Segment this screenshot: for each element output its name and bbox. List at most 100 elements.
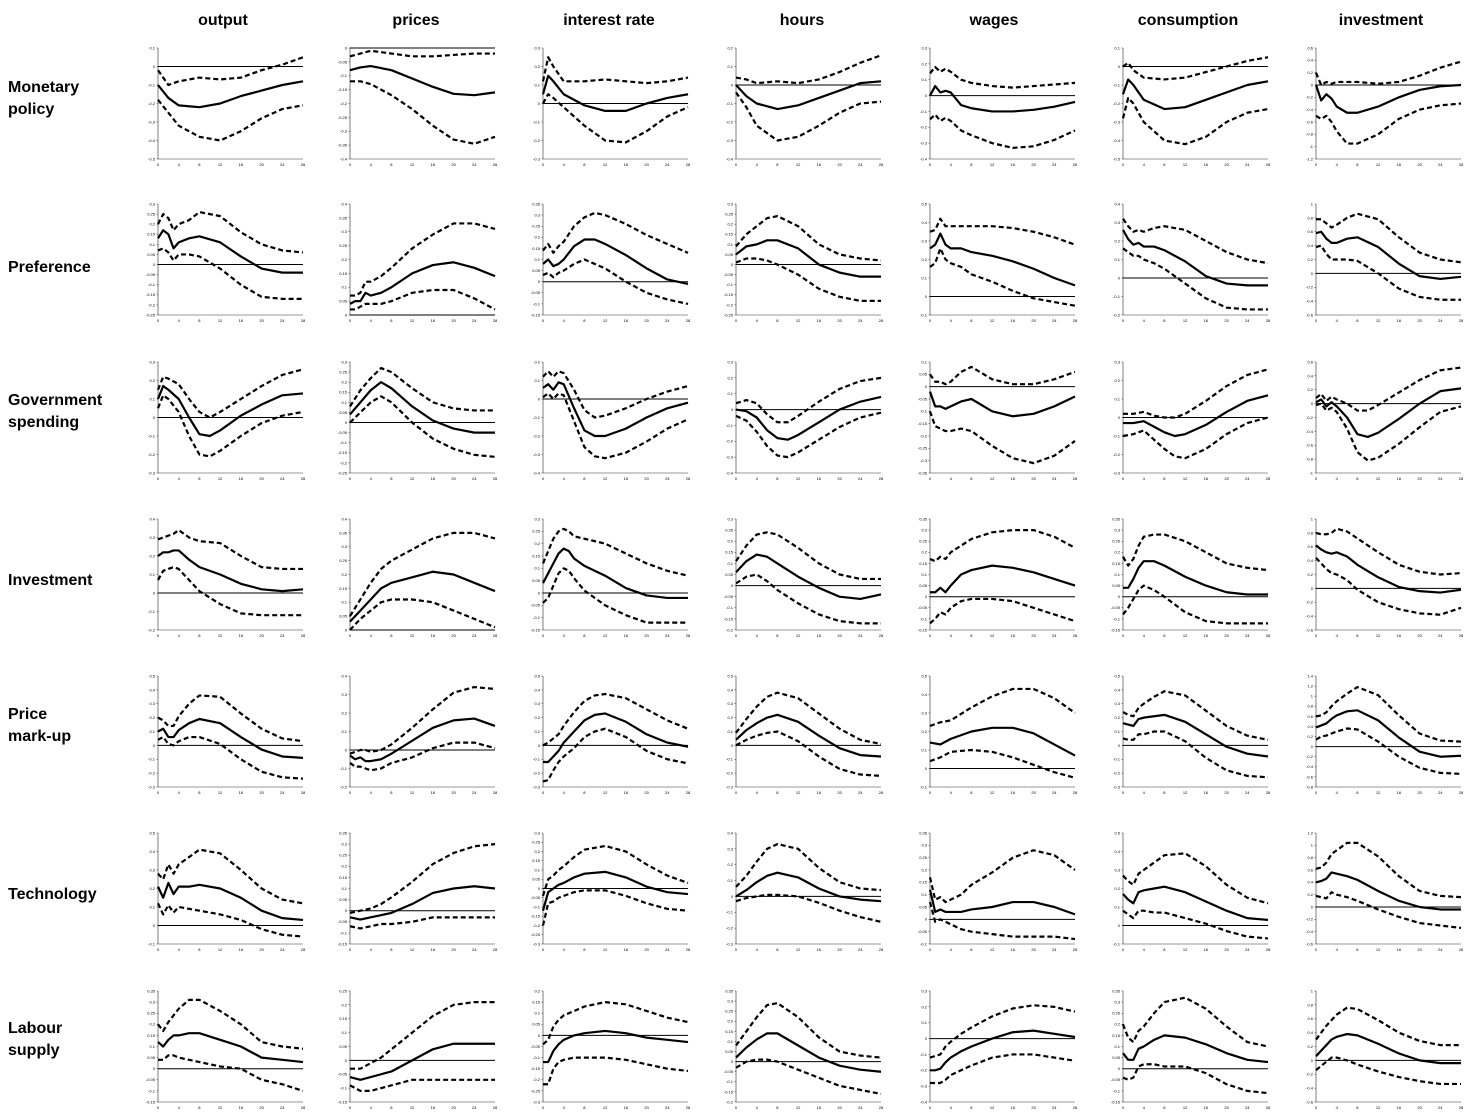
panel-investment-prices: 0.4 0.35 0.3 0.25 0.2 0.15 0.1 0.05 00 4 8 12 16 20 24… bbox=[339, 516, 498, 638]
x-tick-label: 0 bbox=[157, 476, 160, 481]
x-tick-label: 24 bbox=[858, 162, 863, 167]
confidence-band-line bbox=[735, 531, 881, 581]
row-label: Monetary policy bbox=[8, 79, 79, 118]
x-tick-label: 12 bbox=[796, 790, 801, 795]
panel-price-mark-up-hours: 0.50.40.30.20.10-0.1-0.2-0.30 4 8 12 16 20 24 2… bbox=[726, 673, 884, 795]
x-tick-label: 0 bbox=[1315, 318, 1318, 323]
y-tick-label: -0.1 bbox=[726, 282, 734, 287]
y-tick-label: -0.25 bbox=[338, 115, 348, 120]
y-tick-label: -0.2 bbox=[1306, 600, 1314, 605]
x-tick-label: 4 bbox=[756, 790, 759, 795]
y-tick-label: 0 bbox=[925, 93, 928, 98]
x-tick-label: 0 bbox=[349, 1105, 352, 1110]
y-tick-label: 0.3 bbox=[149, 359, 155, 364]
y-tick-label: -0.5 bbox=[148, 156, 156, 161]
x-tick-label: 12 bbox=[218, 790, 223, 795]
panel-price-mark-up-interest-rate: 0.50.40.30.20.10-0.1-0.2-0.30 4 8 12 16 20 24 2… bbox=[533, 673, 691, 795]
confidence-band-line bbox=[735, 1002, 882, 1059]
y-tick-label: 0.4 bbox=[1307, 558, 1313, 563]
confidence-band-line bbox=[157, 56, 304, 87]
y-tick-label: -0.4 bbox=[340, 156, 348, 161]
x-tick-label: 20 bbox=[1417, 476, 1422, 481]
column-header: wages bbox=[969, 12, 1019, 29]
x-tick-label: 28 bbox=[879, 790, 884, 795]
x-tick-label: 28 bbox=[493, 318, 498, 323]
row-label-line: mark-up bbox=[8, 728, 71, 745]
y-tick-label: 0.2 bbox=[727, 45, 733, 50]
y-tick-label: 0.15 bbox=[725, 550, 734, 555]
x-tick-label: 0 bbox=[542, 790, 545, 795]
panel-price-mark-up-prices: 0.40.30.20.10-0.1-0.20 4 8 12 16 20 24 28 bbox=[340, 673, 498, 795]
y-tick-label: 0.3 bbox=[341, 229, 347, 234]
y-tick-label: 0.15 bbox=[339, 586, 348, 591]
y-tick-label: -0.4 bbox=[726, 470, 734, 475]
y-tick-label: -0.2 bbox=[920, 1068, 928, 1073]
y-tick-label: -0.05 bbox=[338, 919, 348, 924]
median-response-line bbox=[1315, 544, 1462, 594]
panel-preference-output: 0.3 0.25 0.2 0.15 0.1 0.05 0 -0.05 -0.1 -0.15 -0.2… bbox=[146, 201, 306, 323]
x-tick-label: 24 bbox=[1438, 1105, 1443, 1110]
x-tick-label: 20 bbox=[1031, 947, 1036, 952]
x-tick-label: 24 bbox=[665, 1105, 670, 1110]
y-tick-label: -0.3 bbox=[533, 1099, 541, 1104]
confidence-band-line bbox=[349, 1078, 495, 1093]
x-tick-label: 28 bbox=[493, 476, 498, 481]
x-tick-label: 16 bbox=[239, 476, 244, 481]
x-tick-label: 16 bbox=[624, 633, 629, 638]
x-tick-label: 24 bbox=[280, 476, 285, 481]
y-tick-label: 0.35 bbox=[1112, 516, 1121, 521]
median-response-line bbox=[541, 870, 689, 911]
panel-labour-supply-hours: 0.35 0.3 0.25 0.2 0.15 0.1 0.05 0 -0.05 -0.1 -0.15… bbox=[724, 988, 884, 1110]
x-tick-label: 24 bbox=[1438, 476, 1443, 481]
y-tick-label: 0.3 bbox=[534, 516, 540, 521]
y-tick-label: -0.25 bbox=[724, 312, 734, 317]
x-tick-label: 12 bbox=[410, 162, 415, 167]
y-tick-label: 0.2 bbox=[727, 539, 733, 544]
median-response-line bbox=[157, 881, 304, 922]
panel-investment-hours: 0.3 0.25 0.2 0.15 0.1 0.05 0 -0.05 -0.1 -0.15 -0.2… bbox=[724, 516, 884, 638]
y-tick-label: 0.2 bbox=[341, 257, 347, 262]
x-tick-label: 16 bbox=[1397, 162, 1402, 167]
confidence-band-line bbox=[157, 735, 304, 780]
median-response-line bbox=[929, 726, 1076, 757]
x-tick-label: 0 bbox=[157, 1105, 160, 1110]
x-tick-label: 16 bbox=[239, 947, 244, 952]
x-tick-label: 8 bbox=[970, 790, 973, 795]
x-tick-label: 28 bbox=[1266, 947, 1271, 952]
x-tick-label: 12 bbox=[410, 476, 415, 481]
y-tick-label: -0.15 bbox=[338, 87, 348, 92]
panel-preference-investment: 10.80.60.40.20-0.2-0.4-0.60 4 8 12 16 20 24 28 bbox=[1306, 201, 1464, 323]
x-tick-label: 24 bbox=[280, 1105, 285, 1110]
x-tick-label: 28 bbox=[301, 476, 306, 481]
confidence-band-line bbox=[1315, 402, 1462, 462]
x-tick-label: 8 bbox=[1356, 318, 1359, 323]
y-tick-label: 0.25 bbox=[339, 369, 348, 374]
x-tick-label: 0 bbox=[542, 633, 545, 638]
x-tick-label: 20 bbox=[451, 947, 456, 952]
confidence-band-line bbox=[1315, 1056, 1461, 1086]
row-label-line: policy bbox=[8, 101, 54, 118]
y-tick-label: 0.3 bbox=[1114, 1000, 1120, 1005]
x-tick-label: 4 bbox=[370, 947, 373, 952]
y-tick-label: -0.1 bbox=[920, 784, 928, 789]
y-tick-label: -0.05 bbox=[146, 272, 156, 277]
x-tick-label: 4 bbox=[950, 318, 953, 323]
x-tick-label: 8 bbox=[583, 947, 586, 952]
y-tick-label: -0.15 bbox=[724, 1089, 734, 1094]
confidence-band-line bbox=[735, 691, 882, 746]
x-tick-label: 12 bbox=[1183, 790, 1188, 795]
y-tick-label: 0.05 bbox=[147, 1055, 156, 1060]
x-tick-label: 0 bbox=[929, 476, 932, 481]
y-tick-label: 0.1 bbox=[1114, 904, 1120, 909]
y-tick-label: 0.1 bbox=[1114, 257, 1120, 262]
x-tick-label: 8 bbox=[198, 1105, 201, 1110]
x-tick-label: 20 bbox=[1224, 318, 1229, 323]
y-tick-label: -0.25 bbox=[531, 932, 541, 937]
confidence-band-line bbox=[929, 687, 1076, 727]
y-tick-label: 0.1 bbox=[921, 747, 927, 752]
confidence-band-line bbox=[1122, 1063, 1269, 1095]
y-tick-label: -0.1 bbox=[533, 757, 541, 762]
x-tick-label: 12 bbox=[1183, 162, 1188, 167]
x-tick-label: 24 bbox=[472, 476, 477, 481]
